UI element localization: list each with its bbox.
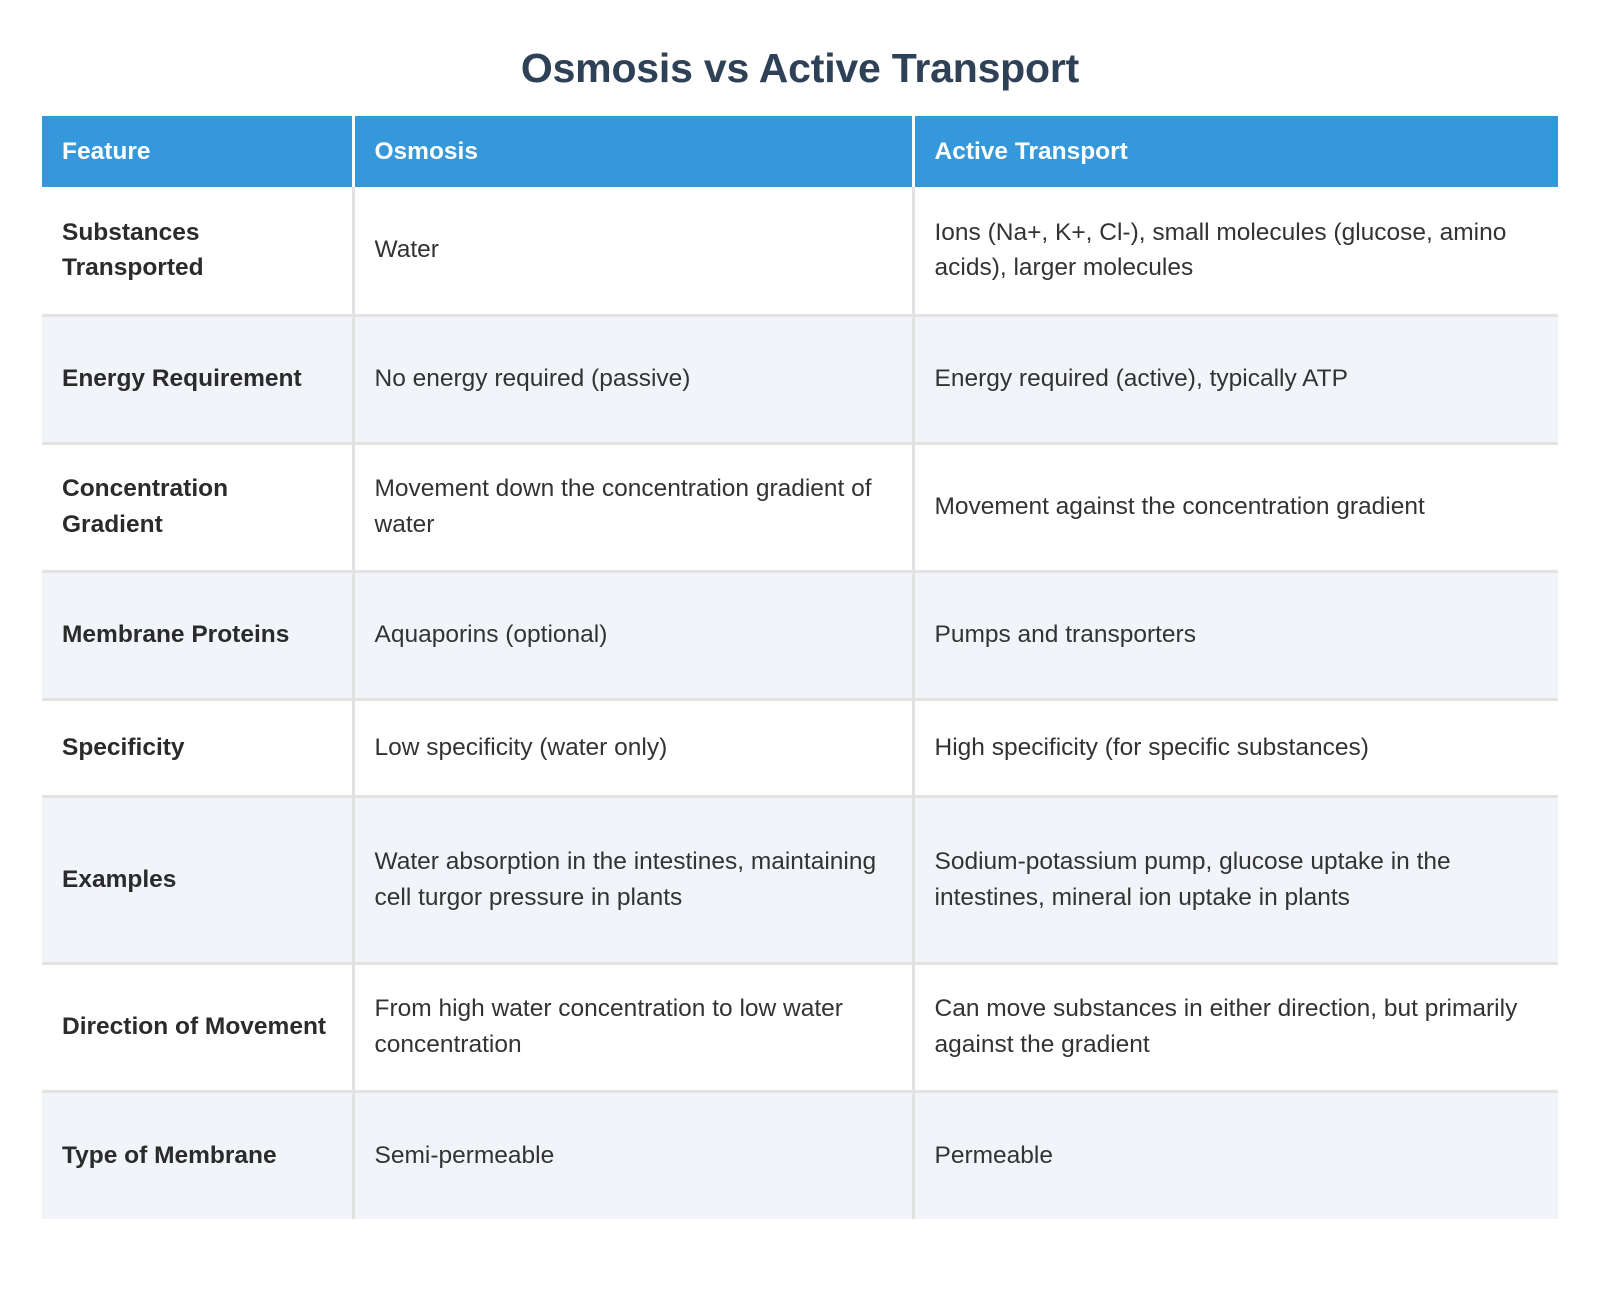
table-row: Type of Membrane Semi-permeable Permeabl… xyxy=(42,1091,1558,1219)
feature-label: Examples xyxy=(42,796,355,965)
feature-label: Concentration Gradient xyxy=(42,443,355,573)
active-transport-value: Pumps and transporters xyxy=(913,571,1558,701)
table-row: Membrane Proteins Aquaporins (optional) … xyxy=(42,571,1558,701)
table-row: Examples Water absorption in the intesti… xyxy=(42,796,1558,965)
feature-label: Membrane Proteins xyxy=(42,571,355,701)
osmosis-value: Movement down the concentration gradient… xyxy=(353,443,915,573)
column-header-feature: Feature xyxy=(42,116,355,187)
active-transport-value: Energy required (active), typically ATP xyxy=(913,315,1558,445)
feature-label: Direction of Movement xyxy=(42,963,355,1093)
table-row: Specificity Low specificity (water only)… xyxy=(42,699,1558,798)
column-header-active-transport: Active Transport xyxy=(913,116,1558,187)
comparison-table-container: Feature Osmosis Active Transport Substan… xyxy=(42,116,1558,1219)
page-title: Osmosis vs Active Transport xyxy=(520,45,1080,91)
active-transport-value: Ions (Na+, K+, Cl-), small molecules (gl… xyxy=(913,187,1558,317)
table-row: Direction of Movement From high water co… xyxy=(42,963,1558,1093)
osmosis-value: Semi-permeable xyxy=(353,1091,915,1219)
osmosis-value: Aquaporins (optional) xyxy=(353,571,915,701)
feature-label: Specificity xyxy=(42,699,355,798)
osmosis-value: Low specificity (water only) xyxy=(353,699,915,798)
table-header: Feature Osmosis Active Transport xyxy=(42,116,1558,187)
active-transport-value: Permeable xyxy=(913,1091,1558,1219)
table-header-row: Feature Osmosis Active Transport xyxy=(42,116,1558,187)
comparison-table: Feature Osmosis Active Transport Substan… xyxy=(42,116,1558,1219)
table-body: Substances Transported Water Ions (Na+, … xyxy=(42,187,1558,1219)
osmosis-value: Water absorption in the intestines, main… xyxy=(353,796,915,965)
feature-label: Energy Requirement xyxy=(42,315,355,445)
osmosis-value: From high water concentration to low wat… xyxy=(353,963,915,1093)
feature-label: Type of Membrane xyxy=(42,1091,355,1219)
feature-label: Substances Transported xyxy=(42,187,355,317)
table-row: Concentration Gradient Movement down the… xyxy=(42,443,1558,573)
osmosis-value: Water xyxy=(353,187,915,317)
osmosis-value: No energy required (passive) xyxy=(353,315,915,445)
active-transport-value: Can move substances in either direction,… xyxy=(913,963,1558,1093)
active-transport-value: Sodium-potassium pump, glucose uptake in… xyxy=(913,796,1558,965)
table-row: Energy Requirement No energy required (p… xyxy=(42,315,1558,445)
active-transport-value: High specificity (for specific substance… xyxy=(913,699,1558,798)
active-transport-value: Movement against the concentration gradi… xyxy=(913,443,1558,573)
table-row: Substances Transported Water Ions (Na+, … xyxy=(42,187,1558,317)
column-header-osmosis: Osmosis xyxy=(353,116,915,187)
